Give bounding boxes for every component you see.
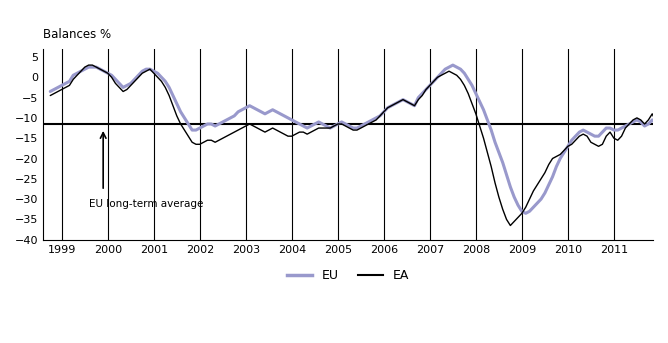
EA [280, 132, 288, 136]
Line: EU: EU [50, 65, 668, 213]
Legend: EU, EA: EU, EA [282, 264, 414, 287]
EU [46, 90, 54, 94]
EU [65, 79, 73, 83]
Text: Balances %: Balances % [43, 28, 112, 41]
EA [112, 81, 120, 85]
Text: EU long-term average: EU long-term average [90, 199, 204, 209]
EA [541, 171, 549, 175]
EU [277, 112, 285, 116]
EU [108, 73, 116, 77]
EA [46, 94, 54, 98]
EA [476, 124, 484, 128]
EA [85, 63, 93, 67]
EU [449, 63, 457, 67]
EU [119, 85, 127, 90]
Line: EA: EA [50, 65, 668, 225]
EA [65, 83, 73, 87]
EU [522, 211, 530, 215]
EA [506, 223, 514, 227]
EU [476, 99, 484, 104]
EU [541, 191, 549, 195]
EA [123, 87, 131, 92]
